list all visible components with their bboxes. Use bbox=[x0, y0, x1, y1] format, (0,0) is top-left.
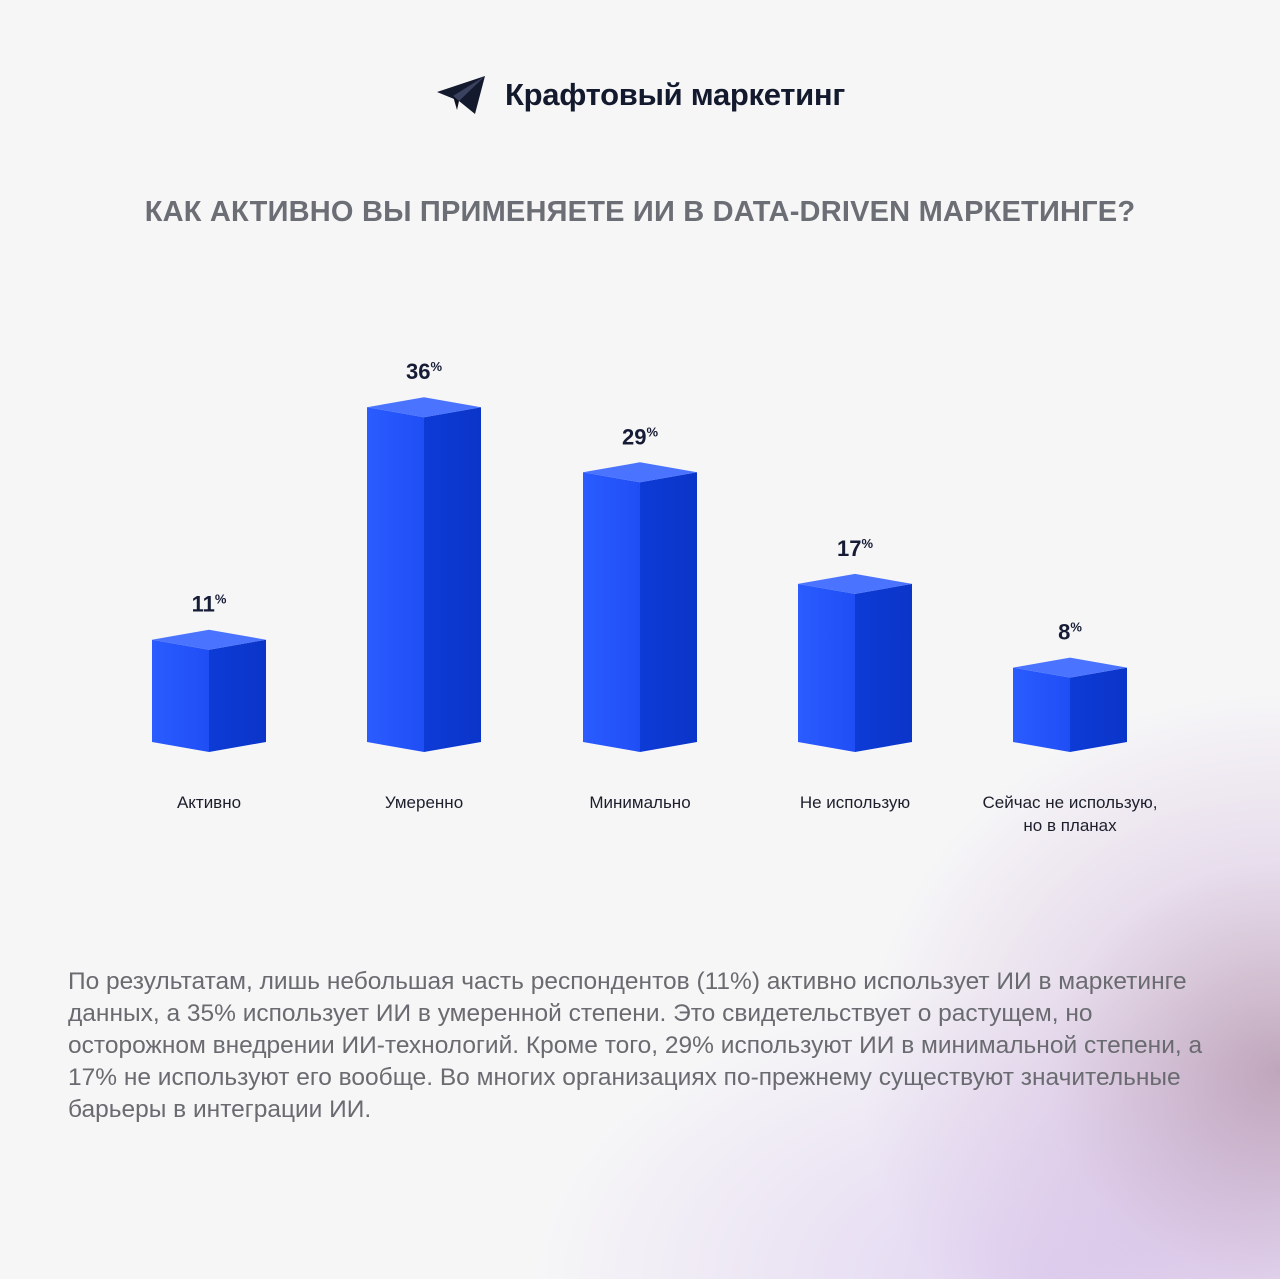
bar-group bbox=[367, 397, 481, 752]
category-label-line: но в планах bbox=[1023, 816, 1117, 835]
category-label-line: Не использую bbox=[800, 793, 911, 812]
bar-face-right bbox=[640, 472, 697, 752]
category-label: Сейчас не использую, но в планах bbox=[983, 793, 1158, 835]
bar-top bbox=[583, 462, 697, 483]
bar-face-left bbox=[367, 407, 424, 752]
category-label: Не использую bbox=[800, 793, 911, 812]
value-suffix: % bbox=[861, 536, 873, 551]
value-label: 36% bbox=[406, 359, 442, 384]
value-suffix: % bbox=[430, 359, 442, 374]
bar-face-right bbox=[855, 583, 912, 752]
category-label-line: Сейчас не использую, bbox=[983, 793, 1158, 812]
category-label: Минимально bbox=[589, 793, 690, 812]
bar-face-left bbox=[1013, 667, 1070, 752]
value-suffix: % bbox=[215, 592, 227, 607]
value-suffix: % bbox=[1070, 620, 1082, 635]
bar-top bbox=[798, 573, 912, 594]
bar-top bbox=[367, 397, 481, 418]
bar-face-left bbox=[583, 472, 640, 752]
bar-face-left bbox=[798, 583, 855, 752]
category-label-line: Минимально bbox=[589, 793, 690, 812]
bar-face-right bbox=[209, 639, 266, 752]
category-label-line: Умеренно bbox=[385, 793, 463, 812]
category-label-line: Активно bbox=[177, 793, 241, 812]
bar-face-right bbox=[424, 407, 481, 752]
paper-plane-icon bbox=[437, 76, 486, 114]
bar-face-right bbox=[1070, 667, 1127, 752]
description-text: По результатам, лишь небольшая часть рес… bbox=[68, 968, 1203, 1123]
bar-chart: 11% Активно 36% Умеренно 29% Минимально 17% Не … bbox=[152, 359, 1158, 835]
value-suffix: % bbox=[646, 424, 658, 439]
bar-group bbox=[583, 462, 697, 752]
value-label: 8% bbox=[1058, 620, 1082, 645]
bar-group bbox=[152, 629, 266, 752]
brand-name: Крафтовый маркетинг bbox=[505, 77, 845, 112]
category-label: Активно bbox=[177, 793, 241, 812]
bar-group bbox=[1013, 657, 1127, 752]
bar-group bbox=[798, 573, 912, 752]
bar-face-left bbox=[152, 639, 209, 752]
chart-title: КАК АКТИВНО ВЫ ПРИМЕНЯЕТЕ ИИ В DATA-DRIV… bbox=[144, 196, 1136, 228]
category-label: Умеренно bbox=[385, 793, 463, 812]
bar-top bbox=[1013, 657, 1127, 678]
value-label: 17% bbox=[837, 536, 873, 561]
value-label: 11% bbox=[192, 592, 227, 617]
bar-top bbox=[152, 629, 266, 650]
brand-header: Крафтовый маркетинг bbox=[0, 74, 1280, 116]
value-label: 29% bbox=[622, 424, 658, 449]
